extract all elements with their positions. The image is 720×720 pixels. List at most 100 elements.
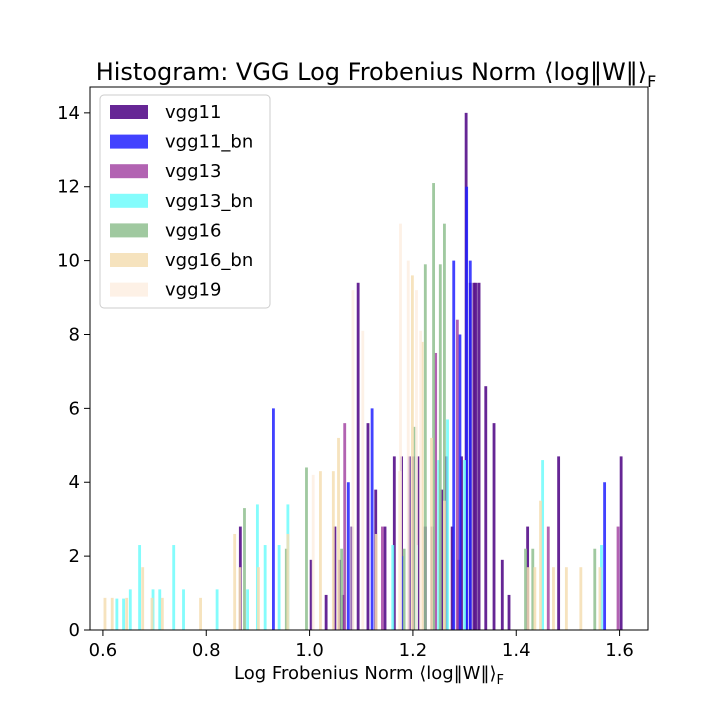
bar-vgg16-12: [593, 548, 597, 630]
plot-frame: [89, 86, 649, 631]
bar-vgg11-33: [557, 456, 561, 630]
bar-vgg11-29: [492, 423, 496, 630]
chart-title: Histogram: VGG Log Frobenius Norm ⟨log‖W…: [96, 58, 657, 91]
bar-vgg11-26: [474, 282, 478, 630]
bar-vgg16_bn-18: [430, 437, 433, 630]
legend-swatch-vgg16: [110, 223, 148, 238]
bar-vgg19-2: [361, 330, 365, 630]
bar-vgg16-9: [443, 223, 446, 631]
y-tick-label: 12: [57, 177, 80, 198]
legend-swatch-vgg11: [110, 105, 148, 119]
bar-vgg16_bn-20: [526, 567, 530, 630]
series-vgg19: [311, 223, 423, 631]
x-axis-label-subscript: F: [496, 673, 503, 688]
bar-vgg16_bn-17: [420, 341, 424, 630]
bar-vgg16_bn-7: [233, 533, 237, 630]
bar-vgg11_bn-8: [603, 482, 607, 630]
bar-vgg11-18: [440, 489, 444, 630]
bar-vgg16_bn-22: [539, 500, 542, 630]
bar-vgg19-4: [406, 260, 410, 630]
bar-vgg11-7: [356, 282, 360, 630]
legend-label-vgg11_bn: vgg11_bn: [165, 132, 253, 153]
bar-vgg16_bn-6: [199, 597, 202, 630]
legend-swatch-vgg11_bn: [110, 134, 148, 149]
bar-vgg13_bn-18: [463, 460, 466, 630]
bar-vgg16_bn-10: [286, 533, 290, 630]
legend-swatch-vgg16_bn: [110, 253, 148, 267]
bar-vgg16_bn-21: [533, 567, 537, 630]
bar-vgg13_bn-3: [138, 545, 142, 630]
bar-vgg11-22: [460, 456, 463, 630]
bar-vgg11-5: [341, 594, 345, 630]
legend-label-vgg16: vgg16: [165, 220, 221, 241]
y-ticks: 0 2 4 6 8 10 12 14: [57, 103, 90, 641]
series-vgg16_bn: [103, 275, 602, 630]
bar-vgg13_bn-2: [128, 589, 132, 630]
bar-vgg13_bn-8: [215, 589, 219, 630]
bar-vgg16_bn-23: [552, 567, 555, 630]
x-tick-label: 1.6: [605, 640, 634, 661]
legend-swatch-vgg13: [110, 164, 148, 179]
bar-vgg16-7: [432, 183, 435, 631]
bar-vgg11-1: [309, 559, 313, 630]
x-axis-label: Log Frobenius Norm ⟨log‖W‖⟩F: [234, 663, 504, 688]
x-ticks: 0.6 0.8 1.0 1.2 1.4 1.6: [89, 630, 634, 661]
y-tick-label: 2: [69, 546, 80, 567]
bar-vgg16_bn-0: [103, 597, 107, 630]
bar-vgg13_bn-9: [246, 589, 249, 630]
bar-vgg16-8: [438, 264, 442, 630]
bar-vgg16_bn-13: [337, 437, 340, 630]
bar-vgg13_bn-6: [172, 545, 176, 630]
bar-vgg16_bn-26: [598, 567, 602, 630]
bar-vgg13_bn-1: [122, 598, 125, 630]
bar-vgg16-5: [413, 426, 417, 630]
bar-vgg11_bn-7: [468, 260, 472, 630]
bar-vgg13_bn-7: [182, 589, 185, 630]
bar-vgg13_bn-5: [158, 589, 162, 630]
bar-vgg16_bn-24: [564, 567, 568, 630]
bar-vgg16_bn-14: [374, 533, 378, 630]
bar-vgg11-8: [366, 423, 370, 630]
bar-vgg13-0: [343, 423, 347, 630]
y-tick-label: 10: [57, 251, 80, 272]
bar-vgg19-0: [311, 474, 315, 630]
bar-vgg11-31: [507, 594, 511, 630]
bar-vgg13-5: [616, 526, 620, 630]
legend-label-vgg16_bn: vgg16_bn: [165, 250, 253, 271]
bar-vgg16_bn-8: [238, 567, 242, 630]
bar-vgg11-20: [450, 526, 454, 630]
y-tick-label: 8: [69, 324, 80, 345]
bar-vgg11-3: [333, 526, 337, 630]
chart-title-subscript: F: [647, 72, 656, 91]
bar-vgg13_bn-16: [437, 460, 441, 630]
bars-layer: [103, 112, 623, 631]
bar-vgg13_bn-19: [541, 460, 545, 630]
bar-vgg16_bn-19: [443, 500, 446, 630]
bar-vgg16-3: [340, 548, 344, 630]
bar-vgg16_bn-3: [141, 567, 145, 630]
bar-vgg13_bn-0: [115, 598, 119, 630]
bar-vgg19-5: [415, 290, 418, 630]
x-tick-label: 1.2: [399, 640, 428, 661]
bar-vgg11-10: [383, 526, 387, 630]
y-tick-label: 6: [69, 398, 80, 419]
bar-vgg16-0: [243, 508, 246, 630]
bar-vgg11-2: [324, 594, 328, 630]
bar-vgg11_bn-3: [400, 556, 404, 630]
bar-vgg13-1: [381, 526, 384, 630]
bar-vgg13-3: [455, 319, 459, 630]
legend-label-vgg19: vgg19: [165, 280, 221, 301]
bar-vgg16-1: [284, 548, 288, 630]
bar-vgg16_bn-5: [160, 597, 164, 630]
legend-swatch-vgg19: [110, 282, 148, 297]
bar-vgg11-15: [416, 456, 420, 630]
bar-vgg11_bn-6: [465, 186, 469, 631]
bar-vgg11-11: [392, 456, 396, 630]
x-tick-label: 0.6: [89, 640, 118, 661]
bar-vgg16_bn-1: [110, 597, 114, 630]
x-tick-label: 1.0: [295, 640, 324, 661]
legend-label-vgg13_bn: vgg13_bn: [165, 191, 253, 212]
bar-vgg16_bn-4: [150, 597, 154, 630]
y-tick-label: 14: [57, 103, 80, 124]
bar-vgg16_bn-9: [257, 567, 260, 630]
